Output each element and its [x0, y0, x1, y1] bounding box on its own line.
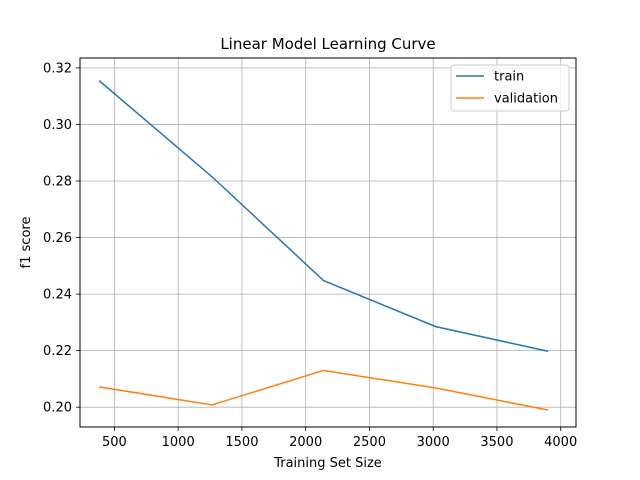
- x-tick-label: 4000: [544, 435, 577, 450]
- chart-title: Linear Model Learning Curve: [220, 35, 435, 53]
- y-tick-label: 0.32: [43, 61, 72, 76]
- x-tick-label: 3500: [480, 435, 513, 450]
- y-tick-label: 0.26: [43, 231, 72, 246]
- y-tick-label: 0.20: [43, 401, 72, 416]
- y-tick-label: 0.22: [43, 344, 72, 359]
- y-axis-label: f1 score: [19, 217, 34, 269]
- x-tick-label: 3000: [417, 435, 450, 450]
- x-tick-label: 2500: [353, 435, 386, 450]
- series-line-train: [98, 80, 549, 352]
- y-tick-label: 0.24: [43, 288, 72, 303]
- x-tick-label: 500: [102, 435, 127, 450]
- series-lines: [98, 80, 549, 411]
- plot-frame: [79, 57, 577, 428]
- legend-label-train: train: [494, 70, 524, 85]
- axis-ticks: 500 1000 1500 2000 2500 3000 3500 4000 0.20 0.22 0…: [43, 61, 577, 450]
- x-tick-label: 1500: [225, 435, 258, 450]
- x-tick-label: 1000: [162, 435, 195, 450]
- grid: [80, 58, 576, 427]
- x-axis-label: Training Set Size: [273, 456, 382, 471]
- y-tick-label: 0.28: [43, 175, 72, 190]
- x-tick-label: 2000: [289, 435, 322, 450]
- legend: train validation: [450, 64, 570, 112]
- y-tick-label: 0.30: [43, 118, 72, 133]
- legend-label-validation: validation: [494, 92, 558, 107]
- series-line-validation: [99, 369, 549, 411]
